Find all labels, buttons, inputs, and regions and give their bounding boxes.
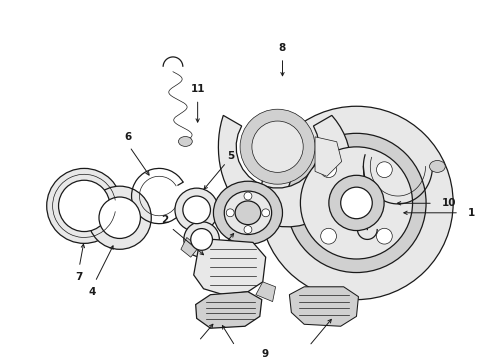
Ellipse shape bbox=[376, 162, 392, 177]
Ellipse shape bbox=[99, 197, 141, 238]
Polygon shape bbox=[194, 239, 266, 295]
Text: 5: 5 bbox=[227, 150, 235, 161]
Polygon shape bbox=[196, 292, 262, 328]
Text: 10: 10 bbox=[441, 198, 456, 208]
Polygon shape bbox=[219, 115, 351, 227]
Polygon shape bbox=[315, 137, 342, 176]
Ellipse shape bbox=[191, 229, 213, 250]
Ellipse shape bbox=[262, 209, 270, 217]
Ellipse shape bbox=[183, 196, 211, 224]
Ellipse shape bbox=[320, 228, 337, 244]
Ellipse shape bbox=[231, 234, 241, 243]
Polygon shape bbox=[256, 282, 275, 302]
Ellipse shape bbox=[244, 192, 252, 200]
Ellipse shape bbox=[240, 109, 315, 184]
Ellipse shape bbox=[376, 228, 392, 244]
Text: 9: 9 bbox=[261, 349, 269, 359]
Ellipse shape bbox=[178, 136, 192, 147]
Polygon shape bbox=[290, 287, 359, 326]
Text: 3: 3 bbox=[209, 257, 216, 267]
Ellipse shape bbox=[88, 186, 151, 249]
Text: 11: 11 bbox=[191, 85, 205, 94]
Ellipse shape bbox=[300, 147, 413, 259]
Ellipse shape bbox=[58, 180, 110, 231]
Ellipse shape bbox=[47, 168, 122, 243]
Ellipse shape bbox=[184, 222, 220, 257]
Ellipse shape bbox=[287, 133, 426, 273]
Ellipse shape bbox=[329, 175, 384, 230]
Ellipse shape bbox=[244, 226, 252, 234]
Ellipse shape bbox=[252, 121, 303, 172]
Polygon shape bbox=[181, 238, 198, 257]
Ellipse shape bbox=[235, 201, 261, 225]
Ellipse shape bbox=[175, 188, 219, 231]
Text: 7: 7 bbox=[75, 272, 83, 282]
Ellipse shape bbox=[341, 187, 372, 219]
Ellipse shape bbox=[429, 161, 445, 172]
Ellipse shape bbox=[214, 181, 283, 244]
Ellipse shape bbox=[224, 191, 271, 234]
Text: 1: 1 bbox=[468, 208, 475, 218]
Ellipse shape bbox=[260, 106, 453, 300]
Ellipse shape bbox=[320, 162, 337, 177]
Text: 4: 4 bbox=[88, 287, 96, 297]
Text: 2: 2 bbox=[162, 215, 169, 225]
Text: 8: 8 bbox=[279, 43, 286, 53]
Ellipse shape bbox=[226, 209, 234, 217]
Text: 6: 6 bbox=[124, 132, 131, 142]
